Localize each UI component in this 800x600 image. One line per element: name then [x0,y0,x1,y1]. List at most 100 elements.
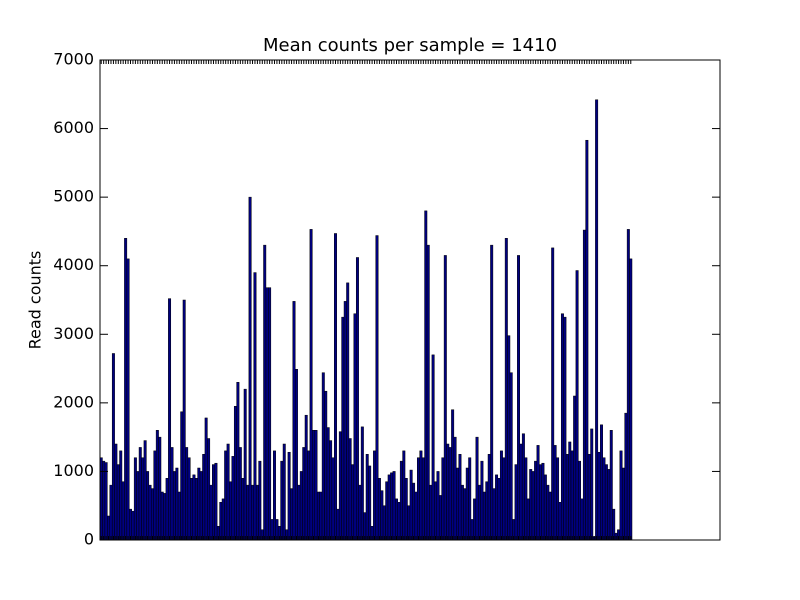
bar [526,498,530,541]
bar [587,454,591,541]
bar [363,512,367,541]
bar [221,498,225,541]
bar [607,469,611,541]
bar [251,484,254,541]
bar [529,469,533,541]
bar [241,478,245,541]
bar [578,460,582,541]
bar [431,354,435,541]
bar [187,457,191,541]
bar [595,99,599,541]
bar [231,456,235,541]
bar [556,457,560,541]
bar [143,440,147,541]
bar [243,388,247,541]
bar [175,467,179,541]
bar [429,484,433,541]
bar [290,488,294,541]
bar [487,454,491,541]
bar [287,451,291,541]
bar [380,490,384,541]
bar [419,450,423,541]
bar [519,443,523,541]
bar [465,467,469,541]
plot-frame [99,59,721,541]
bar [534,460,538,541]
bar [473,498,477,541]
bar [190,478,193,541]
bar [602,457,606,541]
bar [573,395,577,541]
bar [292,301,296,541]
bar [226,443,230,541]
bar [202,454,206,541]
bar [531,471,535,541]
bar [334,233,337,541]
bar [514,464,518,541]
bar [155,430,159,541]
bar [233,406,237,541]
bar [585,139,589,541]
bar [382,505,386,541]
bar [312,430,316,541]
bar [490,244,494,541]
bar [453,436,457,541]
bar [321,372,325,541]
bar [478,484,481,541]
bar [387,474,391,541]
bar [502,457,506,541]
bar [268,287,272,541]
bar [456,467,459,541]
bar [124,238,128,541]
bar [377,478,381,541]
bar [280,460,284,541]
bar [214,462,218,541]
bar [524,457,528,541]
bar [600,424,603,541]
bar [626,229,630,541]
bar [504,238,508,541]
bar [160,491,164,541]
bar [129,508,132,541]
bar [355,257,359,541]
bar [568,441,572,541]
bar [136,471,140,541]
bar [207,438,211,541]
y-tick-label: 2000 [53,392,94,411]
bar [265,287,269,541]
bar [294,369,298,541]
bar [446,443,450,541]
bar [539,464,542,541]
bar [114,443,118,541]
bar [102,460,106,541]
bar [495,474,499,541]
bar [336,508,340,541]
bar [414,491,418,541]
bar [395,498,398,541]
bar [443,255,447,541]
bar [604,464,608,541]
bar [204,417,208,541]
bar [570,450,574,541]
bar [399,460,403,541]
bar [253,272,257,541]
bar [426,244,430,541]
bar [499,450,503,541]
chart-title: Mean counts per sample = 1410 [263,35,557,56]
bar [326,427,330,541]
bar [448,447,452,541]
bar [172,471,176,541]
bar [199,471,203,541]
bar [180,411,184,541]
bar [346,282,350,541]
bar [390,472,394,541]
bar [219,502,223,541]
y-tick-label: 1000 [53,461,94,480]
bar [263,244,267,541]
bar [133,457,137,541]
bar [351,464,355,541]
bar [536,445,540,541]
bar [182,299,186,541]
bar [209,484,213,541]
bar [194,478,198,541]
